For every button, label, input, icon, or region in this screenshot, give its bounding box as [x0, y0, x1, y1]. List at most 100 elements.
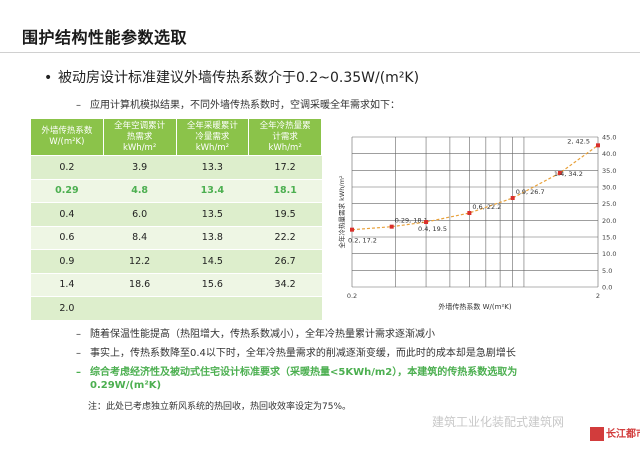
y-tick-label: 10.0	[602, 250, 616, 258]
dash-marker: –	[76, 100, 81, 111]
y-tick-label: 45.0	[602, 134, 616, 142]
table-header-row: 外墙传热系数 W/(m²K) 全年空调累计 热需求 kWh/m² 全年采暖累计 冷量需求 kW…	[30, 118, 322, 156]
column-header-line: kWh/m²	[268, 142, 302, 153]
y-tick-label: 40.0	[602, 150, 616, 158]
conclusion-value: 0.29W/(m²K)	[90, 380, 162, 391]
table-row: 1.4 18.6 15.6 34.2	[30, 273, 322, 297]
data-label: 0.9, 26.7	[516, 188, 545, 196]
main-bullet-text: 被动房设计标准建议外墙传热系数介于0.2~0.35W/(m²K)	[58, 70, 420, 86]
data-point	[596, 143, 600, 148]
column-header-line: 全年冷热量累	[259, 120, 311, 131]
series-line	[351, 144, 599, 231]
point-2: – 事实上，传热系数降至0.4以下时，全年冷热量需求的削减逐渐变缓，而此时的成本却…	[76, 344, 516, 359]
table-body: 0.2 3.9 13.3 17.2 0.29 4.8 13.4 18.1 0.4 6.0 13.5 1…	[30, 155, 322, 321]
table-cell: 8.4	[103, 226, 176, 250]
data-point	[424, 220, 429, 224]
conclusion: – 综合考虑经济性及被动式住宅设计标准要求（采暖热量<5KWh/m2），本建筑的传…	[76, 363, 517, 378]
table-cell: 3.9	[103, 155, 176, 180]
data-point	[510, 196, 515, 200]
table-cell: 0.9	[30, 249, 104, 274]
table-cell: 1.4	[30, 273, 104, 297]
table-cell: 0.4	[30, 202, 104, 227]
table-cell: 22.2	[248, 226, 322, 250]
table-cell: 13.8	[176, 226, 249, 250]
table-cell: 13.5	[176, 202, 249, 227]
page-title: 围护结构性能参数选取	[22, 28, 188, 47]
sub-intro-text: 应用计算机模拟结果，不同外墙传热系数时，空调采暖全年需求如下：	[90, 100, 400, 111]
table-row: 0.4 6.0 13.5 19.5	[30, 202, 322, 227]
table-row: 0.29 4.8 13.4 18.1	[30, 179, 322, 203]
table-cell: 17.2	[248, 155, 322, 180]
y-tick-label: 5.0	[602, 267, 612, 275]
data-point	[350, 227, 354, 232]
logo-text: 长江都市	[606, 429, 640, 440]
y-tick-label: 15.0	[602, 234, 616, 242]
sub-intro: – 应用计算机模拟结果，不同外墙传热系数时，空调采暖全年需求如下：	[76, 96, 400, 111]
data-point	[467, 211, 472, 215]
main-bullet: • 被动房设计标准建议外墙传热系数介于0.2~0.35W/(m²K)	[44, 67, 419, 87]
point-1-text: 随着保温性能提高（热阻增大，传热系数减小），全年冷热量累计需求逐渐减小	[90, 329, 435, 340]
y-tick-label: 20.0	[602, 217, 616, 225]
point-1: – 随着保温性能提高（热阻增大，传热系数减小），全年冷热量累计需求逐渐减小	[76, 325, 435, 340]
data-label: 0.29, 18.1	[395, 217, 428, 225]
watermark: 建筑工业化装配式建筑网	[432, 415, 565, 429]
x-axis-label: 外墙传热系数 W/(m²K)	[438, 302, 511, 310]
table-row: 0.2 3.9 13.3 17.2	[30, 155, 322, 180]
data-label: 1.4, 34.2	[554, 170, 583, 178]
table-cell: 26.7	[248, 249, 322, 274]
column-header-line: 全年采暖累计	[186, 120, 238, 131]
table-cell: 0.6	[30, 226, 104, 250]
table-row: 0.9 12.2 14.5 26.7	[30, 249, 322, 274]
conclusion-text-1: 综合考虑经济性及被动式住宅设计标准要求（采暖热量<5KWh/m2），本建筑的传热…	[90, 367, 518, 378]
table-cell: 14.5	[176, 249, 249, 274]
y-axis-label: 全年冷热量需求 kWh/m²	[337, 175, 346, 248]
y-tick-label: 30.0	[602, 184, 616, 192]
column-header-line: 外墙传热系数	[41, 126, 93, 136]
table-cell: 34.2	[248, 273, 322, 297]
table-cell: 4.8	[103, 179, 176, 203]
column-header-0: 外墙传热系数 W/(m²K)	[30, 118, 104, 156]
table-cell: 19.5	[248, 202, 322, 227]
dash-marker: –	[76, 329, 81, 340]
column-header-line: kWh/m²	[122, 142, 157, 153]
logo-mark-icon	[590, 427, 604, 441]
column-header-line: 全年空调累计	[114, 120, 166, 131]
table-cell: 2.0	[30, 296, 104, 321]
data-table: 外墙传热系数 W/(m²K) 全年空调累计 热需求 kWh/m² 全年采暖累计 冷量需求 kW…	[30, 118, 322, 321]
dash-marker: –	[76, 348, 81, 359]
column-header-3: 全年冷热量累 计需求 kWh/m²	[248, 118, 322, 156]
data-point	[389, 224, 394, 229]
table-cell: 13.3	[176, 155, 249, 180]
data-label: 2, 42.5	[567, 137, 590, 145]
column-header-line: 计需求	[272, 131, 298, 142]
x-tick-label: 0.2	[347, 292, 357, 300]
table-cell: 18.1	[248, 179, 322, 203]
table-row: 0.6 8.4 13.8 22.2	[30, 226, 322, 250]
table-cell: 13.4	[176, 179, 249, 203]
column-header-1: 全年空调累计 热需求 kWh/m²	[102, 118, 177, 156]
table-cell: 18.6	[103, 273, 176, 297]
table-cell	[248, 296, 322, 321]
chart: 0.0 5.0 10.0 15.0 20.0 25.0 30.0 35.0 40.0 45.0 0.…	[337, 134, 616, 311]
point-2-text: 事实上，传热系数降至0.4以下时，全年冷热量需求的削减逐渐变缓，而此时的成本却是…	[90, 348, 516, 359]
table-cell: 6.0	[103, 202, 176, 227]
dash-marker: –	[76, 367, 81, 378]
table-cell	[176, 296, 249, 321]
data-point	[557, 171, 562, 175]
table-cell: 0.2	[30, 155, 104, 180]
table-cell: 12.2	[103, 249, 176, 274]
data-label: 0.6, 22.2	[472, 203, 501, 211]
column-header-line: 冷量需求	[195, 131, 230, 142]
column-header-2: 全年采暖累计 冷量需求 kWh/m²	[175, 118, 250, 156]
column-header-line: W/(m²K)	[49, 137, 85, 147]
y-tick-label: 0.0	[602, 284, 612, 292]
x-tick-label: 2	[596, 292, 600, 300]
table-cell: 0.29	[30, 179, 104, 203]
data-label: 0.2, 17.2	[348, 237, 377, 245]
y-tick-label: 35.0	[602, 167, 616, 175]
footnote: 注：此处已考虑独立新风系统的热回收，热回收效率设定为75%。	[88, 402, 352, 412]
table-cell	[103, 296, 176, 321]
y-tick-label: 25.0	[602, 200, 616, 208]
title-divider	[0, 52, 640, 53]
logo: 长江都市	[590, 425, 640, 447]
